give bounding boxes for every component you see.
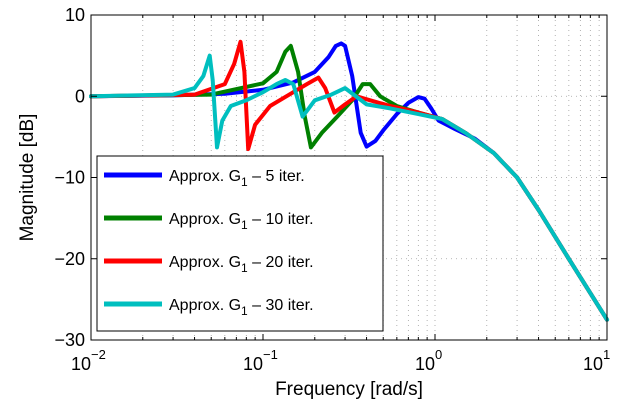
x-tick-exponent: −2: [91, 347, 106, 362]
y-axis-label: Magnitude [dB]: [17, 114, 38, 242]
legend-label-1: Approx. G1 – 5 iter.: [169, 168, 305, 189]
y-tick-label: 0: [75, 86, 85, 106]
y-tick-label: −30: [54, 330, 85, 350]
x-tick-label: 10 −1: [243, 347, 278, 374]
ticks: [91, 14, 607, 341]
legend: Approx. G1 – 5 iter. Approx. G1 – 10 iter…: [96, 155, 384, 332]
series-line-4: [89, 53, 609, 322]
x-tick-exponent: −1: [263, 347, 278, 362]
x-tick-exponent: 1: [603, 347, 610, 362]
y-tick-label: −20: [54, 249, 85, 269]
series-group: [89, 39, 609, 322]
x-axis-label: Frequency [rad/s]: [275, 379, 423, 400]
x-tick-base: 10: [415, 354, 435, 374]
y-tick-label: 10: [65, 5, 85, 25]
x-tick-label: 10 1: [583, 347, 610, 374]
y-tick-labels: 10 0 −10 −20 −30: [54, 5, 85, 350]
x-tick-label: 10 −2: [71, 347, 106, 374]
legend-label-4: Approx. G1 – 30 iter.: [169, 297, 314, 318]
y-tick-label: −10: [54, 168, 85, 188]
x-tick-label: 10 0: [415, 347, 442, 374]
x-tick-exponent: 0: [435, 347, 442, 362]
x-tick-base: 10: [71, 354, 91, 374]
x-tick-base: 10: [243, 354, 263, 374]
legend-label-2: Approx. G1 – 10 iter.: [169, 211, 314, 232]
legend-label-3: Approx. G1 – 20 iter.: [169, 254, 314, 275]
x-tick-base: 10: [583, 354, 603, 374]
x-tick-labels: 10 −2 10 −1 10 0 10 1: [71, 347, 610, 374]
